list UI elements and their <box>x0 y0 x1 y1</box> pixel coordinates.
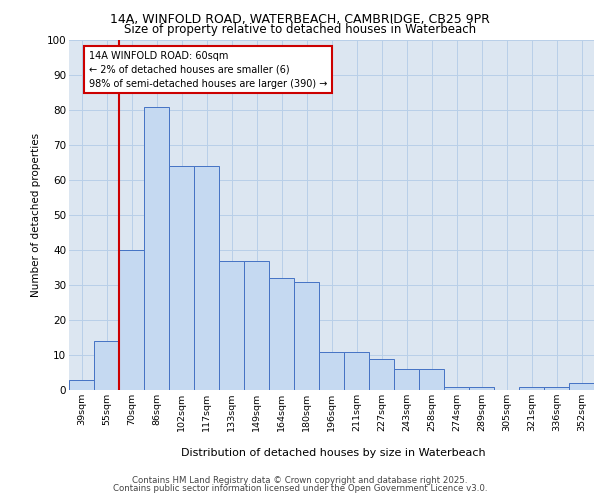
Bar <box>144 106 169 390</box>
Bar <box>194 166 219 390</box>
Text: 14A WINFOLD ROAD: 60sqm
← 2% of detached houses are smaller (6)
98% of semi-deta: 14A WINFOLD ROAD: 60sqm ← 2% of detached… <box>89 50 328 88</box>
Bar <box>444 386 469 390</box>
Bar <box>244 260 269 390</box>
Bar <box>544 386 569 390</box>
Bar <box>519 386 544 390</box>
Bar <box>169 166 194 390</box>
Y-axis label: Number of detached properties: Number of detached properties <box>31 133 41 297</box>
Bar <box>394 369 419 390</box>
Bar <box>319 352 344 390</box>
Bar <box>219 260 244 390</box>
Text: 14A, WINFOLD ROAD, WATERBEACH, CAMBRIDGE, CB25 9PR: 14A, WINFOLD ROAD, WATERBEACH, CAMBRIDGE… <box>110 12 490 26</box>
Bar <box>369 358 394 390</box>
Bar <box>344 352 369 390</box>
Text: Size of property relative to detached houses in Waterbeach: Size of property relative to detached ho… <box>124 22 476 36</box>
Bar <box>569 383 594 390</box>
Bar <box>269 278 294 390</box>
Text: Distribution of detached houses by size in Waterbeach: Distribution of detached houses by size … <box>181 448 485 458</box>
Bar <box>119 250 144 390</box>
Text: Contains public sector information licensed under the Open Government Licence v3: Contains public sector information licen… <box>113 484 487 493</box>
Bar <box>419 369 444 390</box>
Text: Contains HM Land Registry data © Crown copyright and database right 2025.: Contains HM Land Registry data © Crown c… <box>132 476 468 485</box>
Bar <box>294 282 319 390</box>
Bar <box>469 386 494 390</box>
Bar <box>69 380 94 390</box>
Bar <box>94 341 119 390</box>
